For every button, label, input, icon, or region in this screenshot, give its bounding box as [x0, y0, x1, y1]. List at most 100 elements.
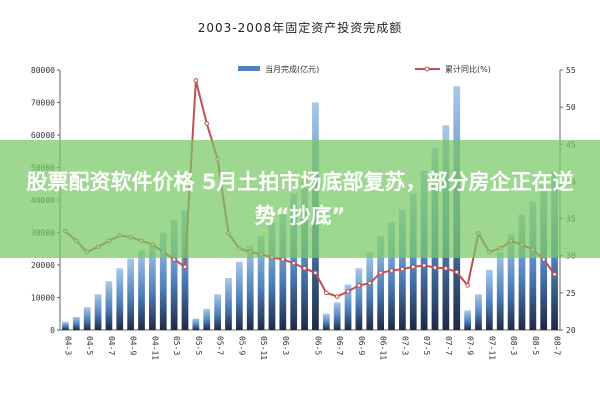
x-tick-label: 04-5 — [85, 336, 94, 355]
x-tick-label: 08-3 — [509, 336, 518, 355]
line-point — [171, 257, 177, 262]
x-axis-labels: 04-3 04-5 04-7 04-9 04-11 05-3 05-5 05-7 05-9 05-… — [63, 336, 561, 360]
x-tick-label: 04-3 — [63, 336, 72, 355]
line-point — [443, 266, 449, 271]
legend-bar-swatch — [238, 66, 260, 71]
bar — [388, 222, 395, 330]
x-tick-label: 05-11 — [259, 336, 268, 360]
y-right-tick-label: 25 — [566, 289, 576, 298]
line-point — [302, 266, 307, 271]
bar — [518, 214, 526, 330]
y-right-tick-label: 50 — [566, 103, 576, 112]
chart-title: 2003-2008年固定资产投资完成额 — [198, 20, 402, 35]
bar — [62, 321, 69, 330]
bar — [149, 243, 156, 330]
bar — [496, 252, 504, 330]
bar — [83, 307, 91, 330]
bar — [409, 193, 417, 330]
x-tick-label: 05-5 — [194, 336, 203, 355]
bar — [72, 317, 80, 330]
x-tick-label: 06-9 — [357, 336, 366, 355]
line-point — [367, 280, 373, 286]
x-tick-label: 07-3 — [400, 336, 409, 355]
legend-line-marker — [424, 66, 430, 72]
y-left-tick-label: 70000 — [31, 99, 55, 108]
line-point — [345, 289, 351, 294]
x-tick-label: 05-3 — [172, 336, 181, 355]
x-tick-label: 05-9 — [237, 336, 246, 355]
line-point — [182, 264, 188, 270]
bar — [105, 281, 113, 330]
bar — [366, 252, 374, 330]
line-point — [291, 260, 296, 266]
line-point — [204, 121, 210, 126]
y-left-tick-label: 60000 — [31, 131, 55, 140]
y-right-tick-label: 20 — [566, 326, 576, 335]
line-point — [454, 269, 460, 275]
y-left-tick-label: 10000 — [31, 294, 55, 303]
x-tick-label: 04-11 — [150, 336, 159, 360]
y-left-tick-label: 80000 — [31, 66, 55, 75]
bar — [225, 278, 232, 330]
bar — [322, 313, 330, 330]
line-point — [432, 265, 438, 270]
bar — [235, 261, 243, 330]
bar — [181, 209, 189, 330]
bar — [127, 258, 135, 330]
line-point — [389, 268, 394, 273]
y-right-tick-label: 55 — [566, 66, 576, 75]
x-tick-label: 06-5 — [313, 336, 322, 355]
line-point — [334, 294, 340, 299]
legend-line-label: 累计同比(%) — [445, 64, 491, 74]
x-tick-label: 07-7 — [444, 336, 453, 355]
x-tick-label: 06-7 — [335, 336, 344, 355]
x-tick-label: 08-5 — [531, 336, 540, 355]
bar — [257, 235, 265, 330]
x-tick-label: 05-7 — [216, 336, 225, 355]
bar — [464, 310, 471, 330]
bar — [138, 250, 145, 330]
bar — [529, 201, 537, 330]
x-tick-label: 08-7 — [553, 336, 562, 355]
bar — [203, 308, 211, 330]
line-point — [421, 263, 427, 268]
bar — [192, 318, 200, 330]
line-point — [378, 270, 383, 276]
line-point — [465, 283, 470, 288]
bar — [268, 222, 276, 330]
x-tick-label: 07-9 — [466, 336, 475, 355]
line-point — [193, 78, 199, 83]
line-point — [356, 283, 362, 288]
bar — [94, 294, 102, 330]
x-tick-label: 04-9 — [129, 336, 138, 355]
bar — [214, 294, 221, 330]
line-point — [541, 257, 546, 262]
line-point — [410, 264, 416, 270]
bar — [279, 213, 287, 330]
headline-banner[interactable]: 股票配资软件价格 5月土拍市场底部复苏，部分房企正在逆势“抄底” — [0, 140, 600, 258]
bar — [507, 234, 515, 330]
bar — [116, 268, 124, 330]
bar — [170, 219, 178, 330]
x-tick-label: 06-3 — [281, 336, 290, 355]
line-point — [324, 290, 329, 296]
bar — [377, 235, 385, 330]
line-point — [400, 266, 405, 272]
x-tick-label: 06-11 — [379, 336, 388, 360]
bar — [333, 302, 341, 330]
x-tick-label: 07-11 — [487, 336, 496, 360]
bar — [475, 294, 482, 330]
bar — [355, 268, 363, 330]
headline-text[interactable]: 股票配资软件价格 5月土拍市场底部复苏，部分房企正在逆势“抄底” — [26, 170, 574, 228]
bar — [246, 245, 254, 330]
x-tick-label: 04-7 — [107, 336, 116, 355]
line-point — [280, 257, 286, 262]
line-point — [313, 270, 318, 276]
line-point — [552, 271, 557, 277]
x-tick-label: 07-5 — [422, 336, 431, 355]
y-left-tick-label: 20000 — [31, 261, 55, 270]
bar — [159, 232, 167, 330]
legend-bar-label: 当月完成(亿元) — [265, 64, 319, 74]
bar — [344, 284, 352, 330]
